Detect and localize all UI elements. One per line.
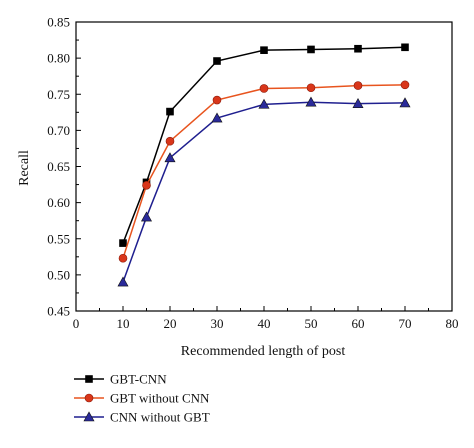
legend-label-gbt-without-cnn: GBT without CNN	[110, 391, 210, 406]
data-point-gbt-without-cnn	[259, 84, 269, 93]
legend-label-gbt-cnn: GBT-CNN	[110, 372, 167, 387]
y-tick-label: 0.85	[47, 15, 70, 30]
legend: GBT-CNN GBT without CNN CNN without GBT	[74, 372, 210, 425]
data-point-gbt-cnn	[401, 43, 409, 52]
y-tick-label: 0.50	[47, 267, 70, 282]
data-point-gbt-cnn	[354, 44, 362, 53]
y-tick-label: 0.65	[47, 159, 70, 174]
data-point-gbt-without-cnn	[306, 83, 316, 93]
data-point-cnn-without-gbt	[258, 98, 270, 109]
data-point-cnn-without-gbt	[117, 276, 129, 287]
y-tick-label: 0.55	[47, 231, 70, 246]
x-tick-label: 30	[211, 316, 224, 331]
y-tick-label: 0.60	[47, 195, 70, 210]
x-tick-label: 0	[73, 316, 80, 331]
data-point-gbt-without-cnn	[142, 180, 151, 190]
series-line-gbt-cnn	[122, 46, 406, 244]
data-point-gbt-without-cnn	[212, 95, 222, 105]
data-point-gbt-cnn	[260, 46, 268, 54]
data-point-gbt-cnn	[213, 57, 221, 65]
data-point-cnn-without-gbt	[164, 152, 176, 163]
data-point-cnn-without-gbt	[399, 97, 411, 108]
x-tick-label: 50	[305, 316, 318, 331]
x-tick-label: 20	[164, 316, 177, 331]
x-tick-label: 40	[258, 316, 271, 331]
legend-label-cnn-without-gbt: CNN without GBT	[110, 410, 210, 425]
data-point-gbt-without-cnn	[165, 136, 175, 146]
y-tick-label: 0.45	[47, 304, 70, 319]
data-point-gbt-cnn	[307, 45, 315, 54]
data-point-gbt-without-cnn	[118, 253, 128, 263]
plot-frame	[75, 21, 453, 312]
x-tick-label: 70	[399, 316, 412, 331]
y-tick-label: 0.75	[47, 87, 70, 102]
data-point-gbt-cnn	[119, 239, 127, 247]
legend-marker-cnn-without-gbt	[83, 411, 95, 422]
data-point-cnn-without-gbt	[352, 98, 364, 108]
x-tick-label: 80	[446, 316, 459, 331]
series-line-gbt-without-cnn	[122, 84, 406, 259]
data-point-cnn-without-gbt	[211, 112, 223, 123]
series-line-cnn-without-gbt	[122, 101, 406, 283]
data-point-cnn-without-gbt	[140, 211, 153, 222]
legend-marker-gbt-cnn	[85, 375, 93, 383]
plot-area: 0 10 20 30 40 50 60 70 80 0.45 0.50 0.55 0.60 0.65 0.7…	[47, 15, 458, 332]
data-point-gbt-without-cnn	[400, 80, 410, 90]
data-point-gbt-without-cnn	[353, 81, 363, 90]
x-tick-label: 10	[117, 316, 130, 331]
legend-marker-gbt-without-cnn	[84, 393, 94, 403]
data-point-gbt-cnn	[166, 107, 174, 116]
y-tick-label: 0.70	[47, 123, 70, 138]
y-axis-label: Recall	[17, 150, 32, 186]
x-tick-label: 60	[352, 316, 365, 331]
data-point-cnn-without-gbt	[305, 96, 317, 107]
x-axis-label: Recommended length of post	[181, 344, 346, 359]
y-tick-label: 0.80	[47, 51, 70, 66]
